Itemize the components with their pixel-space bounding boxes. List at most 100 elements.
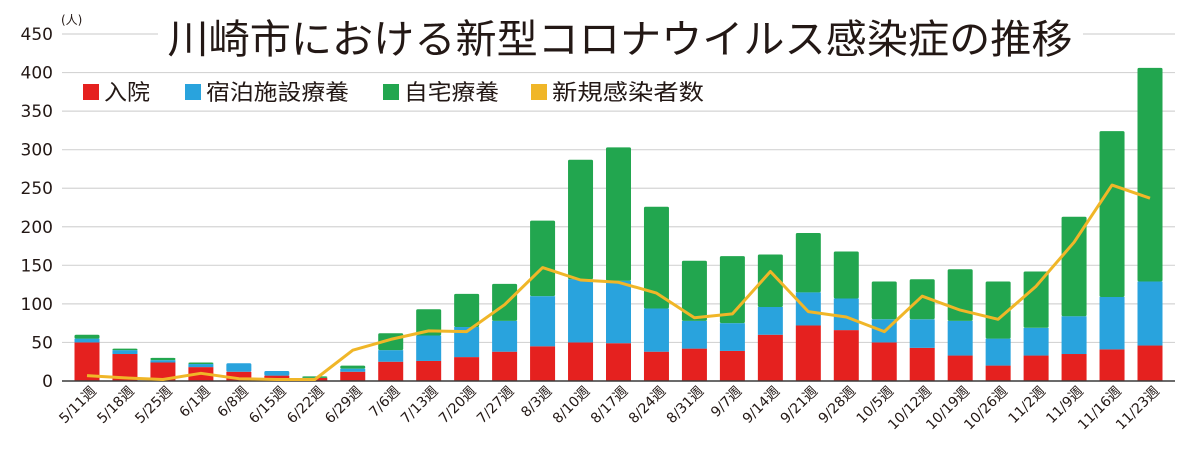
bar-stack <box>1023 271 1049 381</box>
y-tick-label: 250 <box>21 179 53 199</box>
bar-segment-hospital <box>1137 345 1163 381</box>
bar-segment-hospital <box>340 371 366 381</box>
bar-segment-hospital <box>378 361 404 381</box>
legend-item: 新規感染者数 <box>531 79 706 106</box>
bar-segment-hotel <box>757 306 783 335</box>
bar-stack <box>909 279 935 381</box>
bar-stack <box>947 269 973 381</box>
x-tick-label: 9/14週 <box>740 384 783 427</box>
bar-segment-hotel <box>226 363 252 372</box>
bar-segment-home <box>302 376 328 378</box>
bar-segment-home <box>530 220 556 297</box>
legend-item: 宿泊施設療養 <box>185 79 351 106</box>
bars <box>74 67 1163 381</box>
bar-segment-hospital <box>416 360 442 381</box>
bar-segment-hospital <box>795 325 821 381</box>
y-tick-label: 300 <box>21 141 53 161</box>
legend-swatch <box>531 84 547 100</box>
bar-segment-home <box>1137 67 1163 282</box>
bar-stack <box>1137 67 1163 381</box>
bar-segment-hospital <box>757 334 783 381</box>
x-tick-label: 7/20週 <box>436 384 479 427</box>
bar-segment-hotel <box>643 308 669 352</box>
bar-stack <box>606 147 631 381</box>
bar-segment-hotel <box>1137 281 1163 346</box>
bar-segment-home <box>681 260 707 321</box>
y-tick-label: 150 <box>21 256 53 276</box>
legend-label-bg <box>402 79 501 105</box>
bar-segment-hospital <box>150 362 176 381</box>
y-tick-label: 100 <box>21 295 53 315</box>
bar-segment-hospital <box>947 355 973 381</box>
bar-segment-hospital <box>226 371 252 381</box>
bar-stack <box>985 281 1011 381</box>
y-tick-label: 200 <box>21 218 53 238</box>
bar-segment-hospital <box>909 347 935 381</box>
x-tick-label: 6/22週 <box>284 384 327 427</box>
bar-stack <box>150 357 176 381</box>
bar-segment-hospital <box>1023 355 1049 381</box>
bar-segment-hotel <box>188 364 214 368</box>
line-series <box>86 183 1151 381</box>
bar-segment-hospital <box>530 346 556 381</box>
bar-segment-home <box>454 293 480 328</box>
x-tick-label: 7/27週 <box>474 384 517 427</box>
bar-segment-hotel <box>985 338 1011 366</box>
y-tick-label: 0 <box>42 372 53 392</box>
x-tick-label: 8/10週 <box>550 384 593 427</box>
bar-stack <box>757 254 783 381</box>
bar-stack <box>719 256 745 381</box>
bar-stack <box>643 206 669 381</box>
bar-stack <box>681 260 707 381</box>
x-tick-label: 5/11週 <box>56 384 99 427</box>
chart-title: 川崎市における新型コロナウイルス感染症の推移 <box>168 17 1073 63</box>
y-tick-label: 400 <box>21 64 53 84</box>
title-background <box>158 10 1083 60</box>
bar-segment-home <box>643 206 669 309</box>
y-tick-label: 350 <box>21 102 53 122</box>
y-tick-label: 450 <box>21 25 53 45</box>
bar-segment-home <box>909 279 935 320</box>
bar-segment-hospital <box>719 350 745 381</box>
bar-segment-hospital <box>454 357 480 381</box>
bar-segment-hotel <box>1061 316 1087 355</box>
bar-segment-hotel <box>719 323 745 351</box>
bar-segment-home <box>188 362 214 365</box>
bar-segment-home <box>833 251 859 299</box>
bar-stack <box>833 251 859 381</box>
legend-label-bg <box>204 79 351 105</box>
legend-swatch <box>185 84 201 100</box>
bar-segment-home <box>985 281 1011 339</box>
bar-segment-hotel <box>492 320 518 352</box>
legend-item: 入院 <box>83 79 152 106</box>
bar-stack <box>530 220 556 381</box>
bar-stack <box>188 362 214 381</box>
bar-stack <box>492 283 518 381</box>
legend-label: 入院 <box>104 81 150 106</box>
legend-label-bg <box>550 79 706 105</box>
x-tick-label: 8/17週 <box>588 384 631 427</box>
y-axis-ticks: 0 50 100 150 200 250 300 350 400 450 <box>21 25 53 392</box>
bar-segment-hospital <box>1099 349 1125 381</box>
x-tick-label: 8/31週 <box>664 384 707 427</box>
bar-stack <box>226 363 252 381</box>
x-tick-label: 8/24週 <box>626 384 669 427</box>
legend: 入院 宿泊施設療養 自宅療養 新規感染者数 <box>83 79 706 106</box>
legend-label: 自宅療養 <box>404 81 499 106</box>
bar-segment-home <box>795 232 821 293</box>
bar-segment-home <box>606 147 631 281</box>
bar-segment-hospital <box>568 342 594 381</box>
x-tick-label: 6/29週 <box>322 384 365 427</box>
x-tick-label: 5/18週 <box>94 384 137 427</box>
x-tick-label: 9/28週 <box>816 384 859 427</box>
y-tick-label: 50 <box>31 333 53 353</box>
legend-swatch <box>83 84 99 100</box>
bar-segment-hospital <box>871 342 897 381</box>
bar-segment-home <box>1061 216 1087 317</box>
bar-segment-hotel <box>378 350 404 362</box>
bar-stack <box>568 159 594 381</box>
bar-segment-hotel <box>568 279 594 343</box>
legend-item: 自宅療養 <box>383 79 501 106</box>
